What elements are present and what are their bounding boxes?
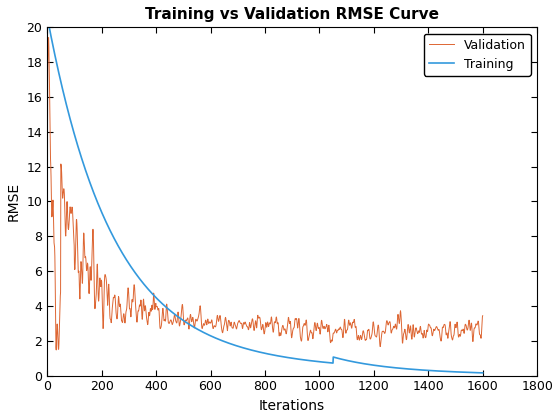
Validation — [473, 322, 480, 327]
Line: Training: Training — [47, 17, 483, 373]
Validation — [44, 112, 50, 117]
Validation — [213, 319, 220, 324]
Training — [44, 14, 50, 19]
Training — [473, 370, 479, 375]
Line: Validation: Validation — [47, 38, 483, 350]
Y-axis label: RMSE: RMSE — [7, 182, 21, 221]
Validation — [264, 323, 270, 328]
Validation — [479, 313, 486, 318]
Training — [449, 369, 456, 374]
Training — [442, 369, 449, 374]
Training — [213, 336, 220, 341]
Training — [263, 351, 270, 356]
Training — [479, 370, 486, 375]
Validation — [443, 332, 450, 337]
Validation — [45, 35, 52, 40]
Validation — [53, 347, 59, 352]
X-axis label: Iterations: Iterations — [259, 399, 325, 413]
Title: Training vs Validation RMSE Curve: Training vs Validation RMSE Curve — [145, 7, 439, 22]
Validation — [319, 318, 325, 323]
Training — [318, 360, 325, 365]
Legend: Validation, Training: Validation, Training — [424, 34, 531, 76]
Validation — [450, 335, 456, 340]
